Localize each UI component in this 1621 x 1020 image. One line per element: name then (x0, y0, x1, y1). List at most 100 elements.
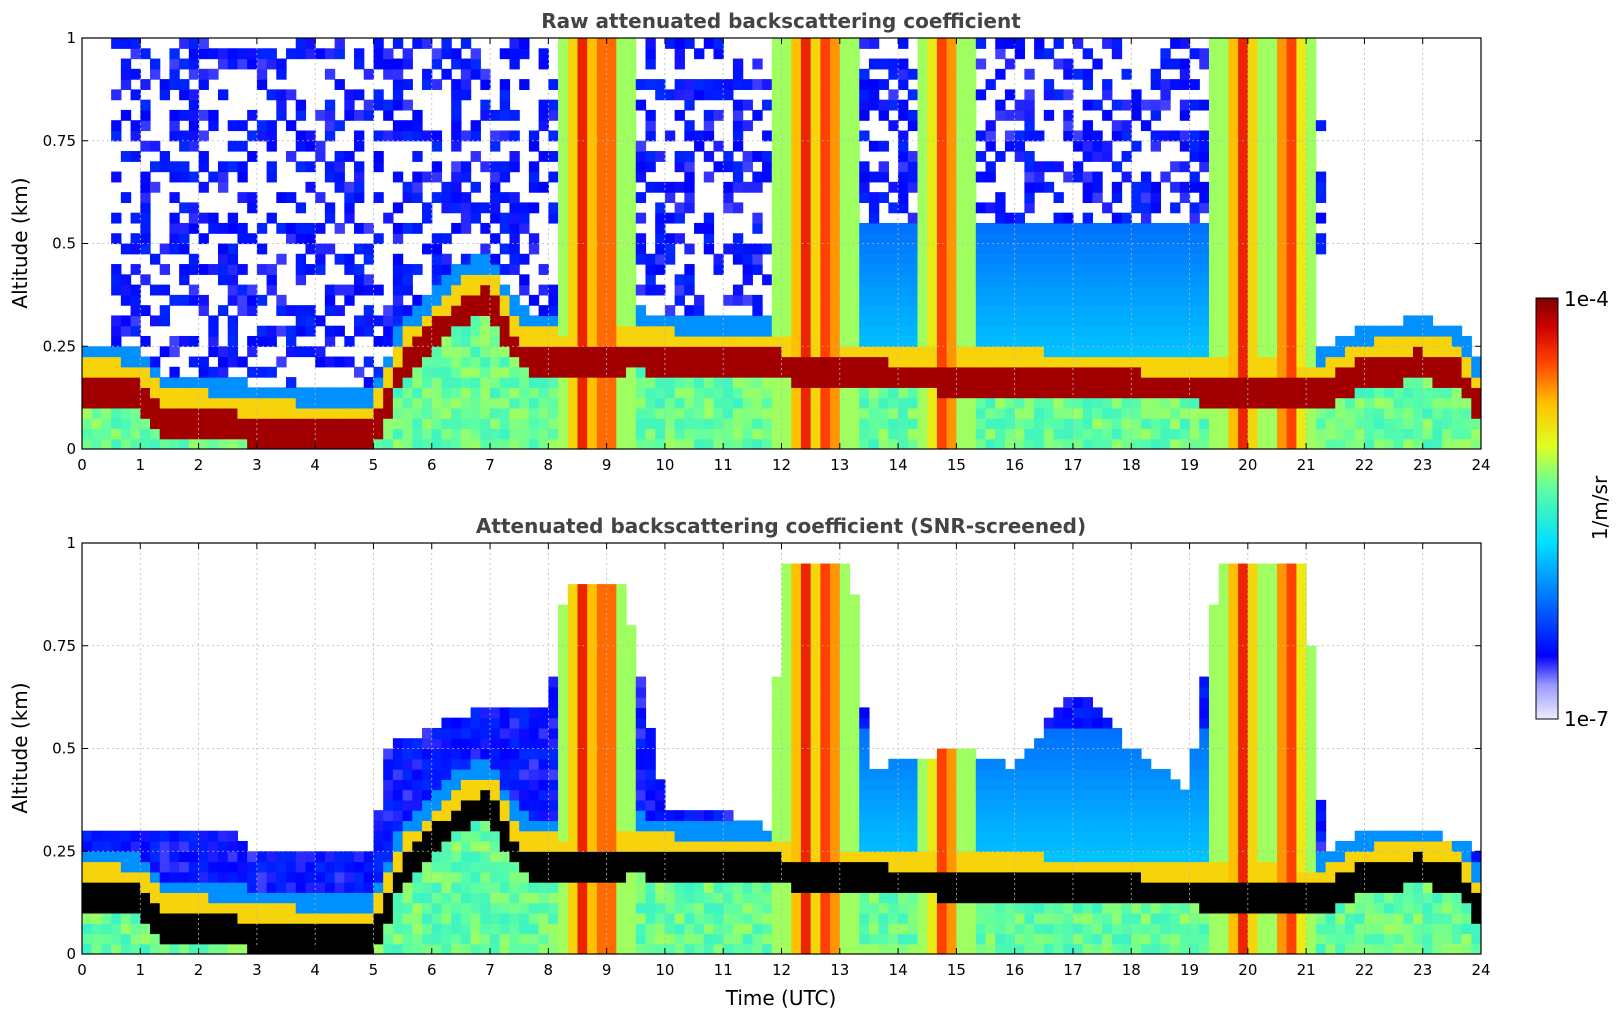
heatmap-cell (499, 346, 511, 358)
heatmap-cell (1199, 243, 1210, 255)
heatmap-cell (810, 284, 821, 296)
heatmap-cell (383, 861, 394, 873)
heatmap-cell (1189, 387, 1200, 399)
heatmap-cell (188, 418, 200, 430)
heatmap-cell (548, 810, 559, 822)
heatmap-cell (975, 38, 987, 49)
heatmap-cell (1247, 161, 1259, 173)
heatmap-cell (266, 58, 277, 70)
heatmap-cell (888, 68, 899, 80)
heatmap-cell (1014, 48, 1025, 60)
heatmap-cell (587, 181, 598, 193)
heatmap-cell (1072, 438, 1084, 449)
heatmap-cell (781, 161, 792, 173)
heatmap-cell (208, 943, 219, 954)
heatmap-cell (1072, 284, 1084, 296)
heatmap-cell (966, 202, 977, 214)
heatmap-cell (1218, 171, 1230, 183)
heatmap-cell (1082, 438, 1093, 449)
heatmap-cell (266, 212, 277, 224)
heatmap-cell (616, 346, 627, 358)
heatmap-cell (839, 284, 851, 296)
heatmap-cell (946, 438, 957, 449)
heatmap-cell (567, 645, 579, 657)
heatmap-cell (1238, 171, 1249, 183)
heatmap-cell (558, 151, 569, 162)
heatmap-cell (1131, 366, 1142, 378)
heatmap-cell (626, 335, 637, 347)
heatmap-cell (1014, 253, 1025, 265)
heatmap-cell (558, 264, 569, 275)
heatmap-cell (849, 233, 860, 245)
heatmap-cell (1208, 294, 1220, 306)
heatmap-cell (917, 161, 928, 173)
heatmap-cell (509, 151, 520, 162)
heatmap-cell (519, 933, 530, 945)
heatmap-cell (956, 346, 967, 358)
heatmap-cell (868, 377, 880, 388)
heatmap-cell (1111, 284, 1123, 296)
heatmap-cell (480, 387, 491, 399)
heatmap-cell (830, 68, 841, 80)
heatmap-cell (324, 912, 336, 924)
heatmap-cell (1276, 109, 1288, 121)
heatmap-cell (431, 346, 443, 358)
heatmap-cell (548, 830, 559, 842)
heatmap-cell (1034, 305, 1045, 317)
heatmap-cell (567, 58, 579, 70)
heatmap-cell (558, 810, 569, 822)
heatmap-cell (538, 120, 549, 132)
heatmap-cell (499, 912, 511, 924)
heatmap-cell (1218, 264, 1230, 275)
heatmap-cell (1286, 109, 1298, 121)
heatmap-cell (567, 769, 579, 780)
heatmap-cell (791, 335, 802, 347)
heatmap-cell (120, 912, 132, 924)
heatmap-cell (218, 387, 229, 399)
heatmap-cell (460, 769, 472, 780)
heatmap-cell (422, 799, 433, 811)
heatmap-cell (159, 377, 171, 388)
heatmap-cell (596, 912, 608, 924)
heatmap-cell (548, 943, 559, 954)
heatmap-cell (684, 377, 695, 388)
heatmap-cell (412, 171, 423, 183)
heatmap-cell (111, 171, 122, 183)
heatmap-cell (1247, 171, 1259, 183)
heatmap-cell (460, 284, 472, 296)
heatmap-cell (616, 253, 627, 265)
heatmap-cell (383, 438, 394, 449)
heatmap-cell (1043, 161, 1055, 173)
heatmap-cell (140, 366, 151, 378)
heatmap-cell (276, 325, 287, 337)
heatmap-cell (878, 264, 889, 275)
heatmap-cell (208, 335, 219, 347)
heatmap-cell (519, 387, 530, 399)
heatmap-cell (188, 284, 200, 296)
heatmap-cell (1247, 120, 1259, 132)
heatmap-cell (305, 418, 316, 430)
heatmap-cell (596, 861, 608, 873)
heatmap-cell (179, 407, 190, 419)
heatmap-cell (1276, 233, 1288, 245)
heatmap-cell (1247, 58, 1259, 70)
heatmap-cell (218, 428, 229, 440)
heatmap-cell (587, 89, 598, 101)
heatmap-cell (1150, 438, 1161, 449)
heatmap-cell (1121, 264, 1132, 275)
heatmap-cell (800, 89, 812, 101)
heatmap-cell (286, 120, 297, 132)
heatmap-cell (344, 192, 355, 203)
heatmap-cell (334, 222, 345, 234)
heatmap-cell (927, 181, 938, 193)
heatmap-cell (1189, 253, 1200, 265)
heatmap-cell (596, 933, 608, 945)
heatmap-cell (655, 346, 666, 358)
heatmap-cell (1072, 171, 1084, 183)
heatmap-cell (1082, 264, 1093, 275)
heatmap-cell (227, 294, 239, 306)
heatmap-cell (1228, 243, 1239, 255)
heatmap-cell (626, 253, 637, 265)
heatmap-cell (237, 923, 248, 935)
heatmap-cell (567, 130, 579, 142)
